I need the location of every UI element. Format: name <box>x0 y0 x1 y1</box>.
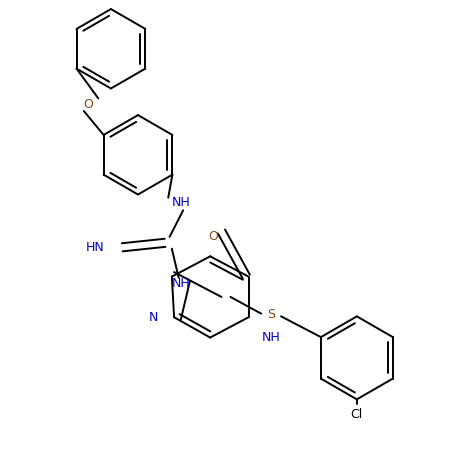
Text: O: O <box>208 230 219 242</box>
Text: O: O <box>83 98 93 111</box>
Text: Cl: Cl <box>351 408 363 421</box>
Text: NH: NH <box>171 277 190 290</box>
Text: NH: NH <box>171 196 190 209</box>
Text: NH: NH <box>262 331 280 344</box>
Text: N: N <box>149 311 159 324</box>
Text: S: S <box>267 308 275 321</box>
Text: HN: HN <box>85 241 104 254</box>
